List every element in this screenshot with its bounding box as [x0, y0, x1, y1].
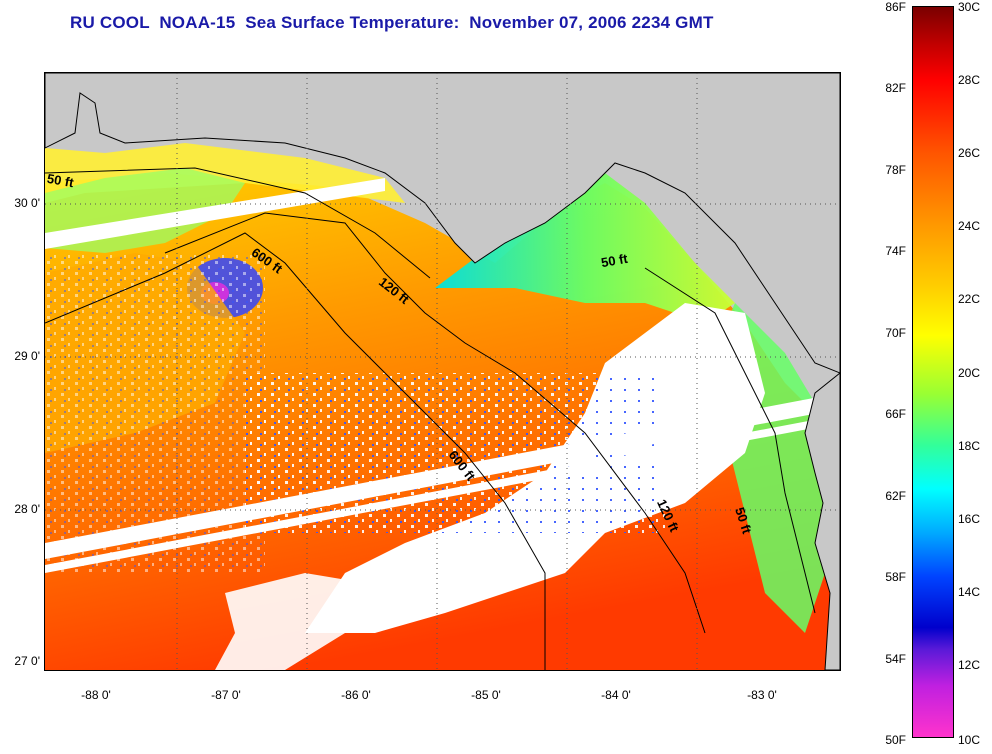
color-scale-bar — [912, 6, 954, 738]
celsius-label: 22C — [958, 292, 981, 306]
fahrenheit-label: 50F — [885, 733, 906, 747]
celsius-label: 26C — [958, 146, 981, 160]
y-tick-label: 27 0' — [14, 654, 40, 668]
fahrenheit-label: 86F — [885, 0, 906, 14]
big-bend-shelf — [435, 173, 735, 323]
fahrenheit-label: 78F — [885, 163, 906, 177]
x-tick-label: -88 0' — [81, 688, 111, 702]
celsius-label: 10C — [958, 733, 981, 747]
x-tick-label: -86 0' — [341, 688, 371, 702]
contour-50ft-east — [644, 267, 816, 614]
celsius-label: 14C — [958, 585, 981, 599]
fahrenheit-label: 70F — [885, 326, 906, 340]
land-north — [45, 73, 840, 374]
y-tick-label: 28 0' — [14, 502, 40, 516]
land-florida-peninsula — [804, 372, 840, 670]
fahrenheit-label: 74F — [885, 244, 906, 258]
fahrenheit-label: 82F — [885, 81, 906, 95]
sst-map: 50 ft 600 ft 120 ft 50 ft 600 ft 120 ft … — [44, 72, 841, 671]
celsius-label: 24C — [958, 219, 981, 233]
contour-600ft — [45, 232, 546, 670]
fahrenheit-label: 54F — [885, 652, 906, 666]
swath-gap-south-1 — [45, 393, 840, 559]
celsius-label: 20C — [958, 366, 981, 380]
celsius-label: 30C — [958, 0, 981, 14]
y-tick-label: 30 0' — [14, 196, 40, 210]
map-title: RU COOL NOAA-15 Sea Surface Temperature:… — [70, 13, 714, 32]
fahrenheit-label: 66F — [885, 407, 906, 421]
cloud-mask-2 — [215, 573, 365, 670]
celsius-label: 28C — [958, 73, 981, 87]
celsius-label: 18C — [958, 439, 981, 453]
swath-gap-north — [45, 178, 385, 249]
swath-gap-south-2 — [45, 415, 840, 573]
x-tick-label: -87 0' — [211, 688, 241, 702]
x-tick-label: -85 0' — [471, 688, 501, 702]
contour-120ft — [164, 212, 706, 634]
celsius-label: 12C — [958, 658, 981, 672]
celsius-label: 16C — [958, 512, 981, 526]
contour-50ft-west — [45, 167, 431, 279]
y-tick-label: 29 0' — [14, 349, 40, 363]
x-tick-label: -84 0' — [601, 688, 631, 702]
sst-map-canvas — [45, 73, 840, 670]
x-tick-label: -83 0' — [747, 688, 777, 702]
fahrenheit-label: 62F — [885, 489, 906, 503]
fahrenheit-label: 58F — [885, 570, 906, 584]
